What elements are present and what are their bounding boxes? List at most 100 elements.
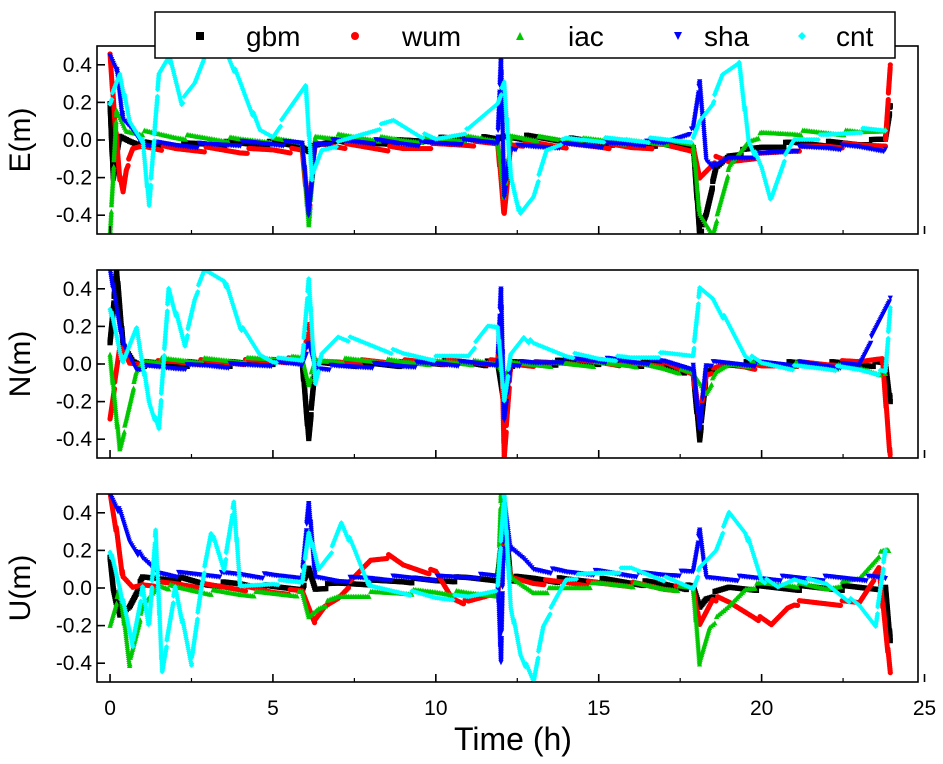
- y-axis-label: E(m): [4, 108, 37, 173]
- data-point: [599, 145, 605, 151]
- data-point: [255, 121, 261, 127]
- data-point: [731, 64, 737, 70]
- data-point: [140, 132, 146, 138]
- data-point: [244, 150, 250, 156]
- data-point: [271, 133, 277, 139]
- data-point: [277, 123, 284, 129]
- data-point: [721, 70, 727, 76]
- y-tick-label: 0.4: [63, 54, 93, 77]
- data-point: [887, 62, 893, 68]
- panel-1: -0.4-0.20.00.20.4E(m): [4, 45, 926, 235]
- data-point: [300, 86, 306, 92]
- data-point: [781, 144, 787, 150]
- data-point: [728, 66, 734, 72]
- data-point: [645, 139, 652, 146]
- data-point: [887, 399, 893, 405]
- data-point: [274, 128, 280, 134]
- panels: -0.4-0.20.00.20.4E(m)-0.4-0.20.00.20.4N(…: [4, 45, 936, 720]
- data-point: [724, 68, 731, 74]
- data-point: [371, 141, 377, 147]
- data-point: [237, 143, 243, 149]
- y-tick-label: 0.0: [63, 129, 92, 152]
- data-point: [247, 105, 253, 111]
- data-point: [481, 112, 487, 118]
- data-point: [752, 149, 758, 155]
- data-point: [885, 96, 891, 103]
- data-point: [705, 107, 711, 114]
- data-point: [709, 185, 715, 191]
- data-point: [755, 135, 761, 141]
- data-point: [287, 150, 293, 156]
- data-point: [534, 138, 540, 144]
- data-point: [649, 146, 655, 152]
- data-point: [781, 158, 788, 164]
- data-point: [723, 69, 729, 75]
- data-point: [642, 143, 648, 149]
- data-point: [754, 153, 760, 159]
- data-point: [342, 145, 348, 152]
- data-point: [882, 128, 889, 134]
- data-point: [471, 121, 477, 127]
- data-point: [294, 95, 300, 101]
- data-point: [470, 143, 477, 149]
- data-point: [270, 134, 276, 140]
- panel-data: [107, 46, 893, 234]
- data-point: [392, 118, 398, 124]
- data-point: [284, 109, 290, 115]
- data-point: [729, 65, 735, 71]
- data-point: [385, 148, 391, 154]
- data-point: [498, 91, 504, 98]
- data-point: [858, 130, 864, 136]
- data-point: [458, 142, 465, 148]
- data-point: [408, 128, 414, 134]
- data-point: [108, 208, 114, 214]
- data-point: [194, 145, 201, 151]
- data-point: [483, 110, 489, 116]
- data-point: [285, 107, 291, 113]
- data-point: [837, 147, 844, 153]
- data-point: [253, 117, 259, 123]
- data-point: [503, 429, 509, 435]
- data-point: [525, 201, 531, 207]
- data-point: [601, 139, 607, 145]
- data-point: [725, 173, 731, 179]
- data-point: [517, 210, 524, 216]
- data-point: [469, 122, 475, 128]
- data-point: [698, 228, 705, 234]
- data-point: [201, 149, 207, 155]
- data-point: [151, 138, 157, 144]
- data-point: [798, 132, 804, 138]
- data-point: [795, 149, 801, 155]
- data-point: [288, 103, 294, 109]
- data-point: [309, 177, 315, 183]
- data-point: [111, 163, 117, 169]
- data-point: [476, 116, 482, 122]
- data-point: [306, 213, 312, 219]
- data-point: [757, 160, 763, 167]
- data-point: [745, 138, 752, 144]
- data-point: [815, 136, 821, 143]
- data-point: [282, 112, 288, 118]
- data-point: [333, 144, 340, 150]
- data-point: [503, 185, 509, 191]
- data-point: [413, 131, 419, 137]
- data-point: [711, 98, 717, 104]
- data-point: [308, 412, 314, 418]
- data-point: [526, 200, 532, 206]
- data-point: [732, 62, 739, 69]
- data-point: [233, 68, 239, 74]
- data-point: [699, 115, 705, 121]
- data-point: [519, 209, 525, 215]
- data-point: [376, 126, 383, 133]
- data-point: [252, 113, 258, 119]
- data-point: [714, 217, 720, 224]
- data-point: [726, 67, 732, 73]
- data-point: [328, 142, 334, 148]
- data-point: [700, 113, 706, 120]
- data-point: [182, 136, 189, 142]
- data-point: [109, 96, 115, 103]
- data-point: [478, 115, 484, 121]
- data-point: [882, 146, 889, 152]
- data-point: [251, 111, 257, 118]
